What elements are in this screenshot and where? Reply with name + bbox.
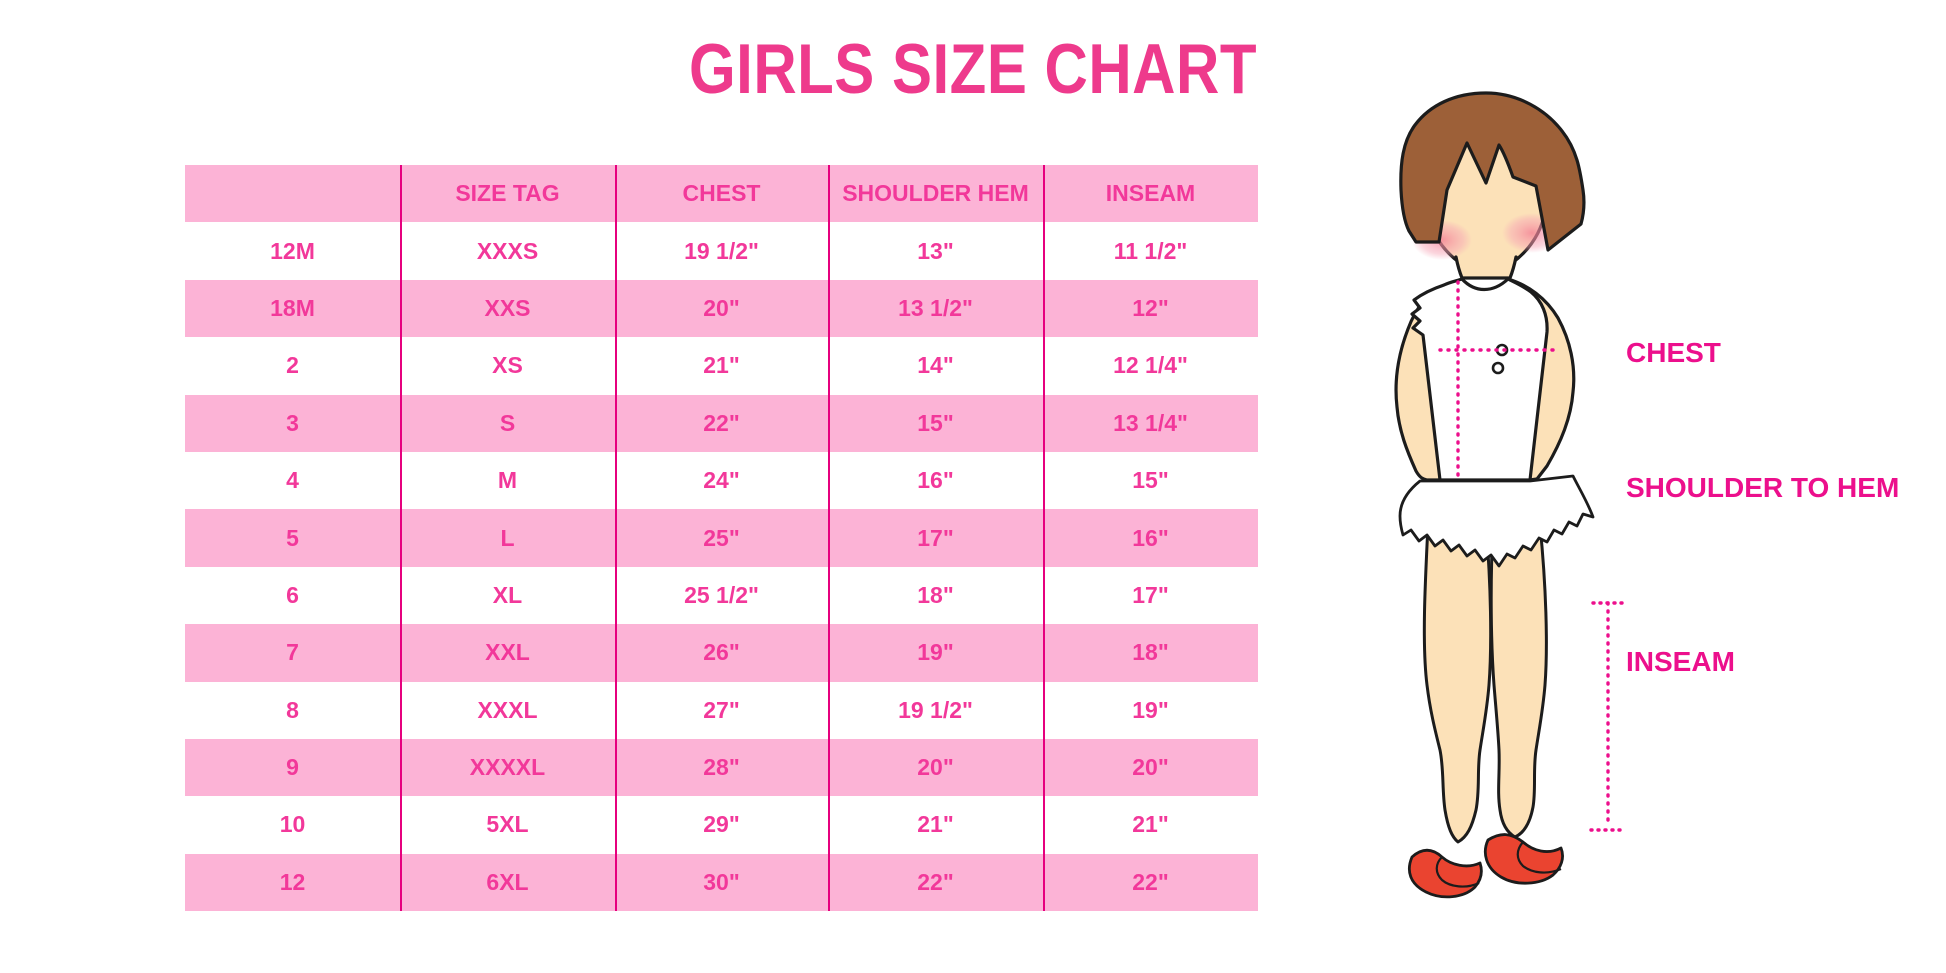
svg-text:CHEST: CHEST — [1626, 337, 1721, 368]
svg-text:SHOULDER TO HEM: SHOULDER TO HEM — [1626, 472, 1899, 503]
svg-text:INSEAM: INSEAM — [1626, 646, 1735, 677]
